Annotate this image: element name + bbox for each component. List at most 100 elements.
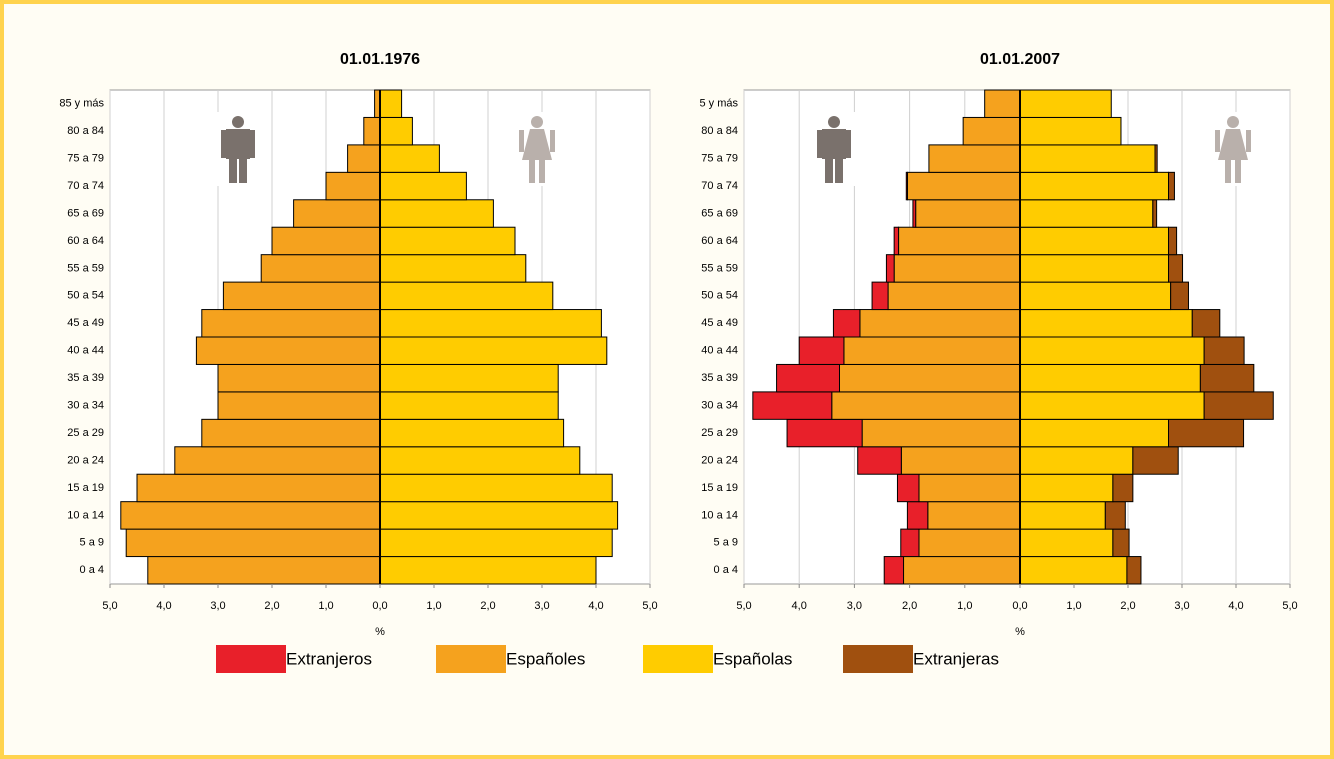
bar <box>379 309 602 338</box>
bar <box>379 363 559 393</box>
bar <box>1154 144 1158 173</box>
bar <box>962 116 1021 146</box>
bar <box>379 528 613 558</box>
bar <box>1104 501 1126 530</box>
bar <box>1112 473 1134 503</box>
y-tick-label: 5 a 9 <box>714 537 738 549</box>
bar <box>1019 226 1169 256</box>
y-tick-label: 65 a 69 <box>701 207 738 219</box>
bar <box>379 473 613 503</box>
bar <box>1152 199 1158 228</box>
y-tick-label: 75 a 79 <box>67 153 104 165</box>
bar <box>1019 446 1134 475</box>
x-tick-label: 4,0 <box>588 600 603 612</box>
y-tick-label: 55 a 59 <box>67 262 104 274</box>
bar <box>984 89 1021 118</box>
female-icon <box>1210 112 1256 186</box>
bar <box>900 528 920 558</box>
y-tick-label: 40 a 44 <box>701 345 738 357</box>
bar <box>363 116 381 146</box>
bar <box>798 336 845 365</box>
bar <box>831 391 1021 420</box>
bar <box>1019 309 1193 338</box>
legend-swatch <box>216 645 286 673</box>
chart-title: 01.01.1976 <box>340 51 420 68</box>
bar <box>1019 556 1128 585</box>
bar <box>871 281 889 311</box>
x-tick-label: 3,0 <box>847 600 862 612</box>
x-tick-label: 1,0 <box>318 600 333 612</box>
bar <box>903 556 1021 585</box>
chart-title: 01.01.2007 <box>980 51 1060 68</box>
x-tick-label: 3,0 <box>1174 600 1189 612</box>
y-tick-label: 50 a 54 <box>67 290 104 302</box>
y-tick-label: 5 y más <box>699 98 738 110</box>
x-tick-label: 0,0 <box>1012 600 1027 612</box>
bar <box>379 391 559 420</box>
y-tick-label: 60 a 64 <box>701 235 738 247</box>
marks <box>109 89 1291 585</box>
y-tick-label: 5 a 9 <box>80 537 104 549</box>
y-tick-label: 65 a 69 <box>67 207 104 219</box>
bar <box>893 254 1021 283</box>
bar <box>293 199 381 228</box>
legend-swatch <box>843 645 913 673</box>
y-tick-label: 80 a 84 <box>701 125 738 137</box>
x-tick-label: 3,0 <box>210 600 225 612</box>
bar <box>1168 226 1178 256</box>
bar <box>898 226 1021 256</box>
y-tick-label: 15 a 19 <box>701 482 738 494</box>
y-tick-label: 40 a 44 <box>67 345 104 357</box>
bar <box>1019 391 1205 420</box>
y-tick-label: 10 a 14 <box>67 509 104 521</box>
bar <box>174 446 381 475</box>
bar <box>347 144 381 173</box>
bar <box>379 144 440 173</box>
bar <box>1170 281 1189 311</box>
y-tick-label: 85 y más <box>59 98 104 110</box>
y-tick-label: 55 a 59 <box>701 262 738 274</box>
bar <box>1019 336 1205 365</box>
bar <box>861 418 1021 448</box>
y-tick-label: 0 a 4 <box>80 564 104 576</box>
bar <box>786 418 863 448</box>
y-tick-label: 70 a 74 <box>701 180 738 192</box>
bar <box>136 473 381 503</box>
legend-label: Españolas <box>713 649 792 668</box>
male-icon <box>812 112 856 186</box>
bar <box>1019 281 1172 311</box>
bar <box>147 556 381 585</box>
bar <box>260 254 381 283</box>
bar <box>1168 171 1175 201</box>
x-tick-label: 2,0 <box>480 600 495 612</box>
bar <box>843 336 1021 365</box>
bar <box>896 473 920 503</box>
y-tick-label: 75 a 79 <box>701 153 738 165</box>
bar <box>379 446 581 475</box>
bar <box>915 199 1021 228</box>
bar <box>776 363 840 393</box>
x-tick-label: 2,0 <box>264 600 279 612</box>
bar <box>201 309 381 338</box>
x-tick-label: 4,0 <box>1228 600 1243 612</box>
bar <box>912 199 917 228</box>
bar <box>379 171 467 201</box>
x-tick-label: 5,0 <box>736 600 751 612</box>
bar <box>379 418 565 448</box>
x-tick-label: 2,0 <box>1120 600 1135 612</box>
bar <box>1019 144 1156 173</box>
bar <box>1019 171 1169 201</box>
x-tick-label: 5,0 <box>1282 600 1297 612</box>
x-tick-label: 4,0 <box>792 600 807 612</box>
bar <box>379 254 527 283</box>
bar <box>893 226 900 256</box>
bar <box>1019 89 1112 118</box>
y-tick-label: 25 a 29 <box>701 427 738 439</box>
bar <box>379 501 619 530</box>
y-tick-label: 70 a 74 <box>67 180 104 192</box>
bar <box>906 501 929 530</box>
bar <box>838 363 1021 393</box>
y-tick-label: 20 a 24 <box>67 454 104 466</box>
bar <box>222 281 381 311</box>
bar <box>217 363 381 393</box>
